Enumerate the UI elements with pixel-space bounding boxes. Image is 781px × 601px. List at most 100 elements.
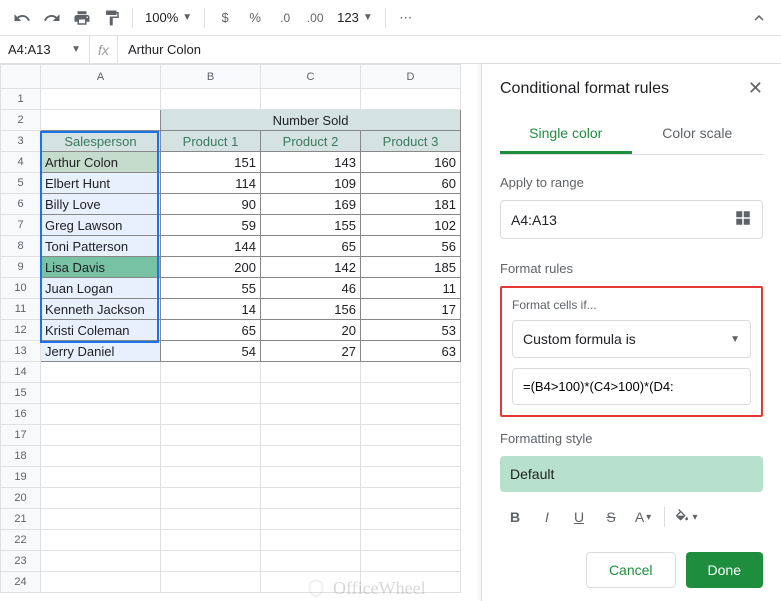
row-header[interactable]: 1 (1, 89, 41, 110)
row-header[interactable]: 14 (1, 362, 41, 383)
cell-name[interactable]: Kristi Coleman (41, 320, 161, 341)
currency-icon[interactable]: $ (211, 4, 239, 32)
cell-name[interactable]: Jerry Daniel (41, 341, 161, 362)
row-header[interactable]: 5 (1, 173, 41, 194)
done-button[interactable]: Done (686, 552, 763, 588)
cell-p3[interactable]: 181 (361, 194, 461, 215)
increase-decimal-icon[interactable]: .00 (301, 4, 329, 32)
bold-icon[interactable]: B (500, 502, 530, 532)
cell-p1[interactable]: 200 (161, 257, 261, 278)
paint-format-icon[interactable] (98, 4, 126, 32)
row-header[interactable]: 16 (1, 404, 41, 425)
cell-p2[interactable]: 169 (261, 194, 361, 215)
row-header[interactable]: 19 (1, 467, 41, 488)
col-header[interactable]: A (41, 65, 161, 89)
cell-p3[interactable]: 11 (361, 278, 461, 299)
tab-color-scale[interactable]: Color scale (632, 115, 764, 154)
cell-p2[interactable]: 20 (261, 320, 361, 341)
tab-single-color[interactable]: Single color (500, 115, 632, 154)
style-preview[interactable]: Default (500, 456, 763, 492)
cell-p1[interactable]: 54 (161, 341, 261, 362)
row-header[interactable]: 2 (1, 110, 41, 131)
more-icon[interactable]: ⋯ (392, 4, 420, 32)
cell-p2[interactable]: 109 (261, 173, 361, 194)
cell-p1[interactable]: 14 (161, 299, 261, 320)
cell-p2[interactable]: 46 (261, 278, 361, 299)
cell-p3[interactable]: 63 (361, 341, 461, 362)
cell-p2[interactable]: 65 (261, 236, 361, 257)
strikethrough-icon[interactable]: S (596, 502, 626, 532)
cell-p1[interactable]: 151 (161, 152, 261, 173)
number-format-dropdown[interactable]: 123▼ (331, 10, 379, 25)
text-color-icon[interactable]: A▾ (628, 502, 658, 532)
fill-color-icon[interactable]: ▾ (671, 502, 701, 532)
row-header[interactable]: 8 (1, 236, 41, 257)
spreadsheet[interactable]: ABCD12Number Sold3SalespersonProduct 1Pr… (0, 64, 481, 601)
redo-icon[interactable] (38, 4, 66, 32)
cell-name[interactable]: Kenneth Jackson (41, 299, 161, 320)
cell-name[interactable]: Billy Love (41, 194, 161, 215)
row-header[interactable]: 6 (1, 194, 41, 215)
row-header[interactable]: 3 (1, 131, 41, 152)
cell-p1[interactable]: 90 (161, 194, 261, 215)
cell-name[interactable]: Elbert Hunt (41, 173, 161, 194)
row-header[interactable]: 9 (1, 257, 41, 278)
row-header[interactable]: 18 (1, 446, 41, 467)
cell-p1[interactable]: 59 (161, 215, 261, 236)
row-header[interactable]: 11 (1, 299, 41, 320)
row-header[interactable]: 10 (1, 278, 41, 299)
row-header[interactable]: 4 (1, 152, 41, 173)
col-header[interactable]: C (261, 65, 361, 89)
cell-name[interactable]: Toni Patterson (41, 236, 161, 257)
percent-icon[interactable]: % (241, 4, 269, 32)
zoom-dropdown[interactable]: 100%▼ (139, 10, 198, 25)
select-range-icon[interactable] (734, 209, 752, 230)
row-header[interactable]: 23 (1, 551, 41, 572)
cell-p3[interactable]: 53 (361, 320, 461, 341)
name-box[interactable]: A4:A13▼ (0, 36, 90, 63)
cell-p1[interactable]: 144 (161, 236, 261, 257)
cell-p2[interactable]: 143 (261, 152, 361, 173)
condition-dropdown[interactable]: Custom formula is ▼ (512, 320, 751, 358)
collapse-icon[interactable] (745, 4, 773, 32)
row-header[interactable]: 12 (1, 320, 41, 341)
cell-p2[interactable]: 155 (261, 215, 361, 236)
cell-p3[interactable]: 160 (361, 152, 461, 173)
row-header[interactable]: 20 (1, 488, 41, 509)
italic-icon[interactable]: I (532, 502, 562, 532)
cell-name[interactable]: Juan Logan (41, 278, 161, 299)
col-header[interactable]: B (161, 65, 261, 89)
row-header[interactable]: 15 (1, 383, 41, 404)
print-icon[interactable] (68, 4, 96, 32)
cell-p3[interactable]: 56 (361, 236, 461, 257)
formula-bar[interactable]: Arthur Colon (118, 42, 211, 57)
cell-name[interactable]: Lisa Davis (41, 257, 161, 278)
row-header[interactable]: 24 (1, 572, 41, 593)
cell-p3[interactable]: 185 (361, 257, 461, 278)
cell-p2[interactable]: 27 (261, 341, 361, 362)
underline-icon[interactable]: U (564, 502, 594, 532)
row-header[interactable]: 7 (1, 215, 41, 236)
cell-p1[interactable]: 114 (161, 173, 261, 194)
row-header[interactable]: 22 (1, 530, 41, 551)
cell-p3[interactable]: 60 (361, 173, 461, 194)
close-icon[interactable]: ✕ (748, 78, 763, 99)
row-header[interactable]: 13 (1, 341, 41, 362)
undo-icon[interactable] (8, 4, 36, 32)
range-input[interactable]: A4:A13 (500, 200, 763, 239)
cell-p2[interactable]: 156 (261, 299, 361, 320)
decrease-decimal-icon[interactable]: .0 (271, 4, 299, 32)
cell-p3[interactable]: 102 (361, 215, 461, 236)
row-header[interactable]: 21 (1, 509, 41, 530)
cell-p1[interactable]: 65 (161, 320, 261, 341)
cell-name[interactable]: Arthur Colon (41, 152, 161, 173)
cell-p1[interactable]: 55 (161, 278, 261, 299)
col-header[interactable]: D (361, 65, 461, 89)
cell-name[interactable]: Greg Lawson (41, 215, 161, 236)
row-header[interactable]: 17 (1, 425, 41, 446)
cancel-button[interactable]: Cancel (586, 552, 676, 588)
formula-input[interactable] (512, 368, 751, 405)
cell-p2[interactable]: 142 (261, 257, 361, 278)
format-cells-if-label: Format cells if... (512, 298, 751, 312)
cell-p3[interactable]: 17 (361, 299, 461, 320)
